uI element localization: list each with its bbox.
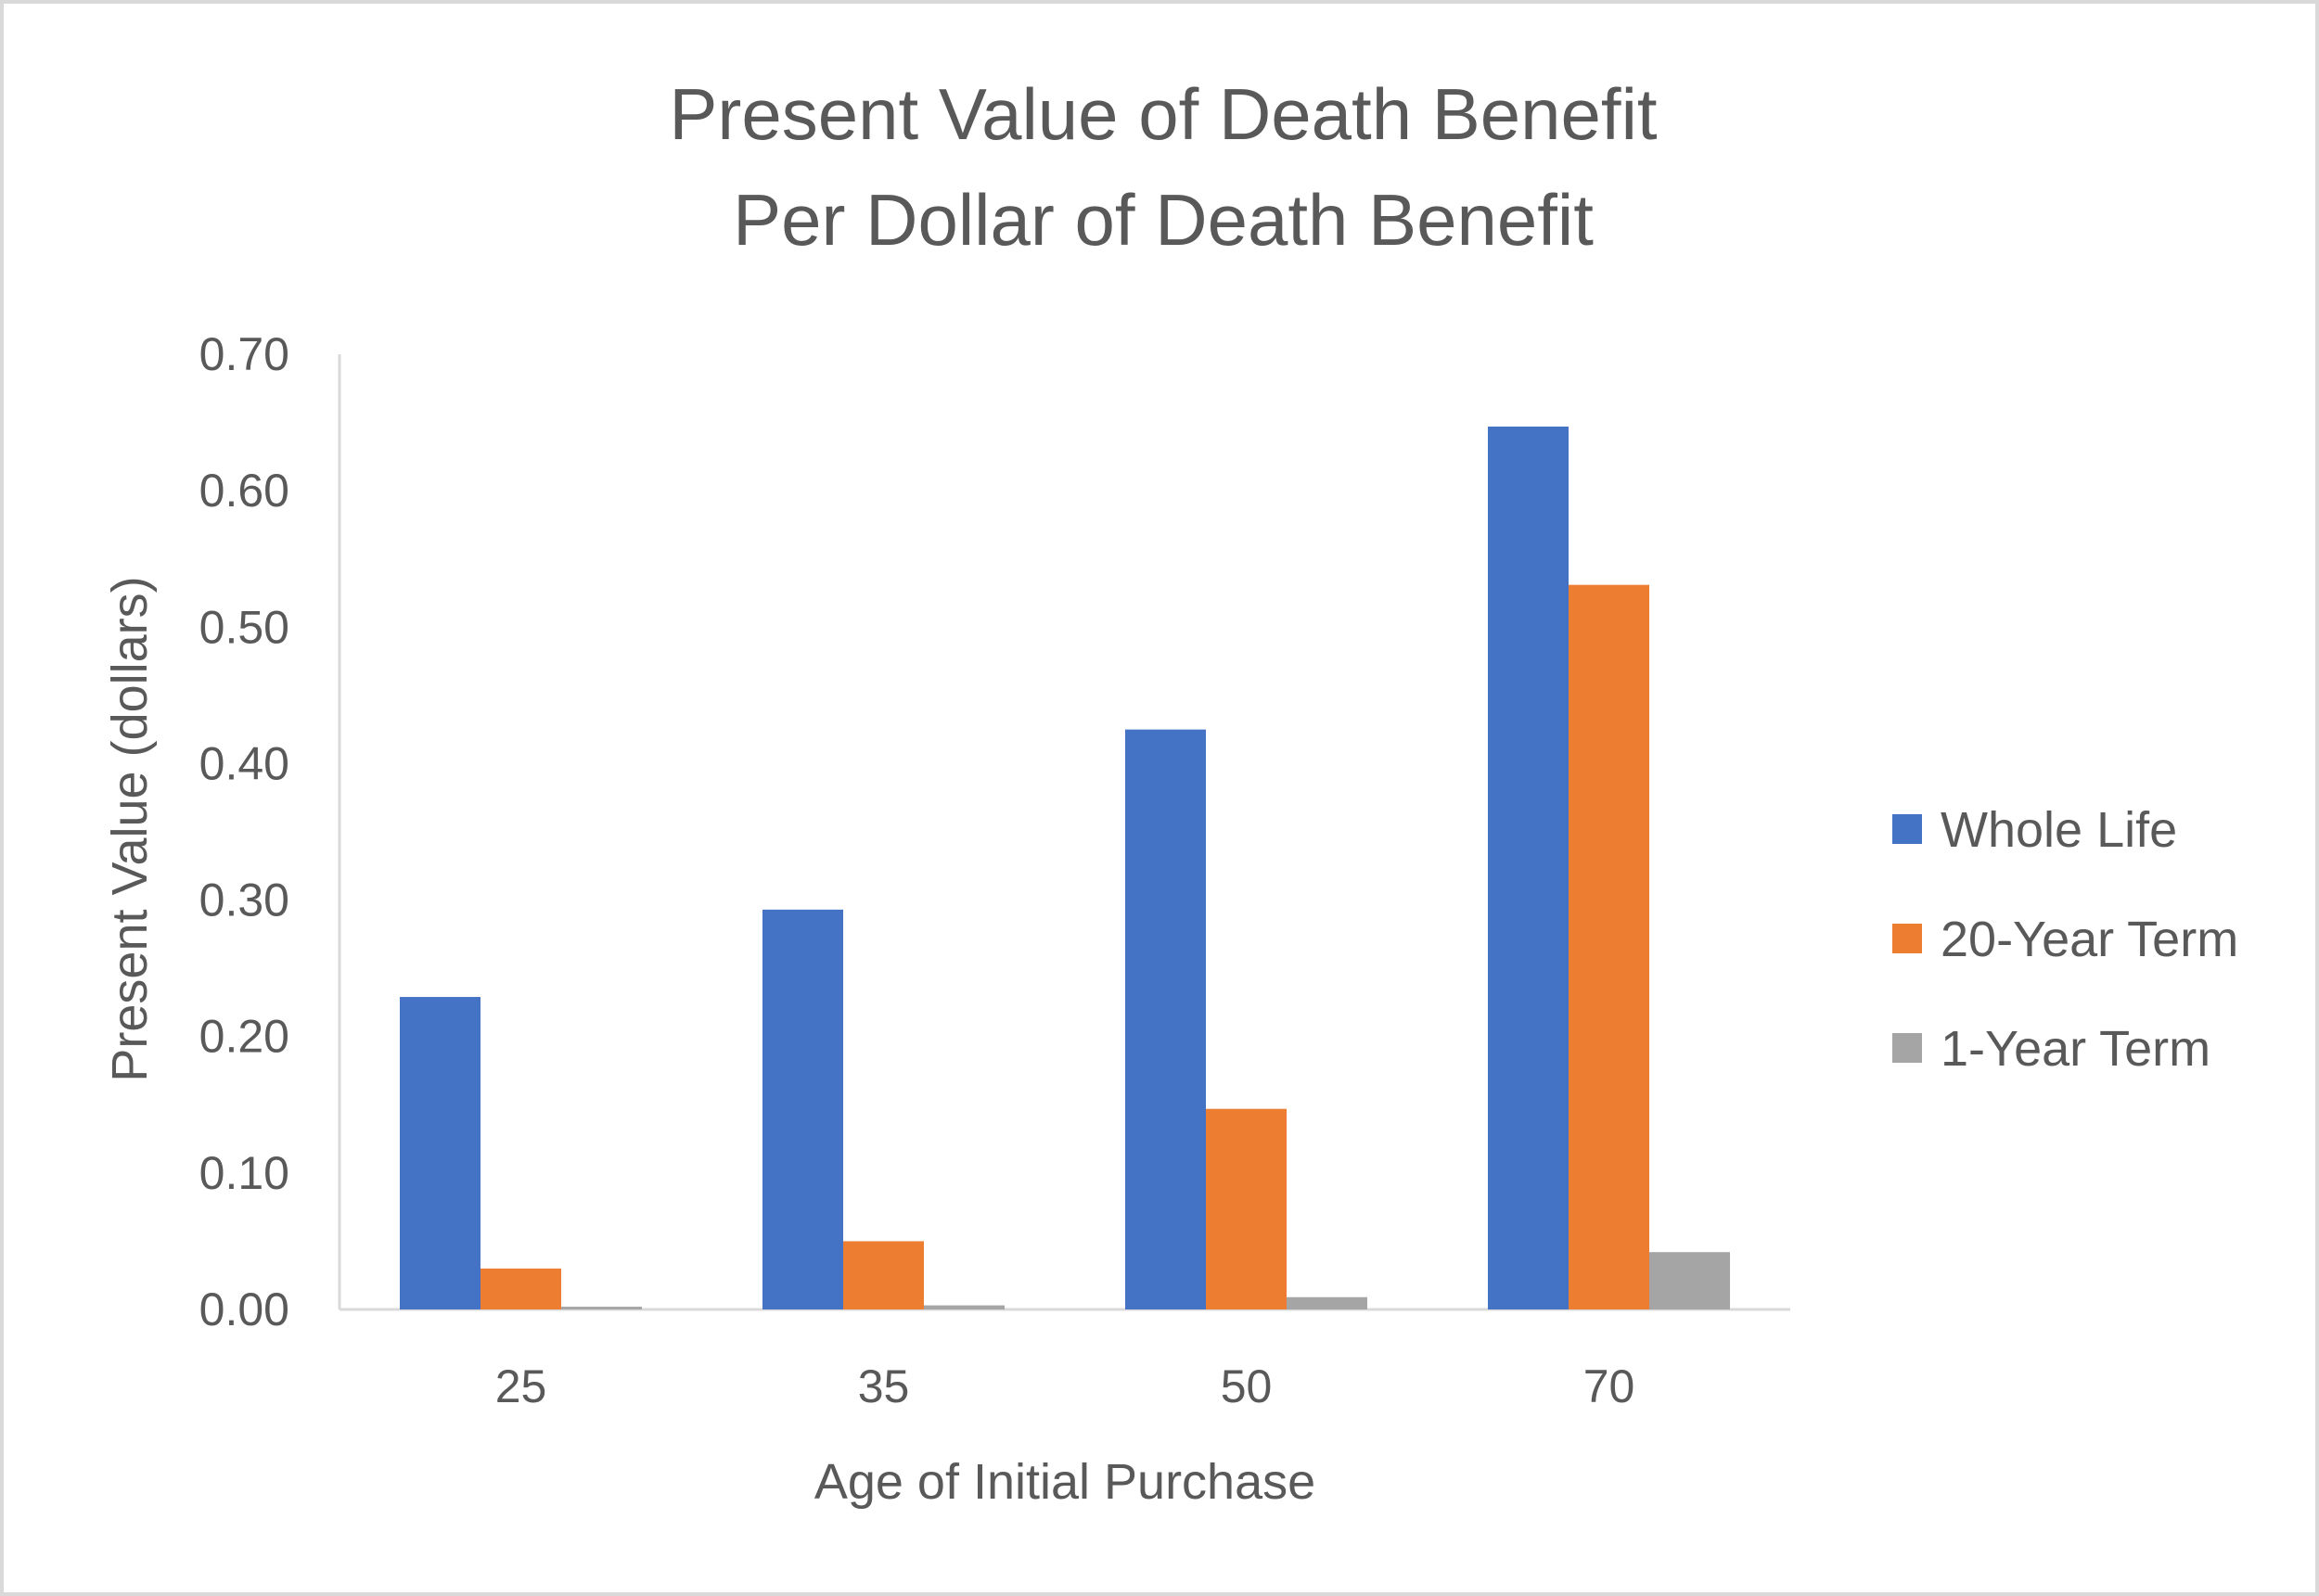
x-tick-label: 25 <box>495 1360 547 1412</box>
bar-1-year-term-25 <box>561 1307 642 1309</box>
legend-swatch <box>1892 1033 1922 1063</box>
y-tick-label: 0.00 <box>199 1283 289 1335</box>
bar-20-year-term-25 <box>480 1268 561 1309</box>
bar-whole-life-50 <box>1125 729 1206 1309</box>
y-tick-label: 0.20 <box>199 1011 289 1063</box>
bar-20-year-term-70 <box>1569 584 1649 1309</box>
bar-chart: Present Value of Death Benefit Per Dolla… <box>102 73 2238 1510</box>
x-axis: 25 35 50 70 <box>340 1308 1790 1412</box>
y-tick-label: 0.10 <box>199 1147 289 1199</box>
legend-label: Whole Life <box>1941 802 2177 858</box>
y-tick-label: 0.40 <box>199 737 289 789</box>
bar-20-year-term-50 <box>1206 1108 1287 1309</box>
bar-1-year-term-35 <box>924 1305 1005 1309</box>
legend-swatch <box>1892 924 1922 953</box>
y-axis: 0.00 0.10 0.20 0.30 0.40 0.50 0.60 0.70 <box>199 328 341 1335</box>
x-axis-title: Age of Initial Purchase <box>814 1454 1315 1510</box>
x-tick-label: 35 <box>858 1360 910 1412</box>
y-tick-label: 0.60 <box>199 465 289 517</box>
legend-label: 20-Year Term <box>1941 912 2238 967</box>
y-axis-title: Present Value (dollars) <box>102 576 158 1081</box>
legend-swatch <box>1892 814 1922 844</box>
legend-label: 1-Year Term <box>1941 1021 2210 1077</box>
y-tick-label: 0.30 <box>199 875 289 926</box>
bar-1-year-term-50 <box>1287 1296 1367 1309</box>
bar-20-year-term-35 <box>843 1241 924 1309</box>
chart-title-line-1: Present Value of Death Benefit <box>669 73 1658 155</box>
y-tick-label: 0.70 <box>199 328 289 380</box>
legend: Whole Life 20-Year Term 1-Year Term <box>1892 802 2238 1077</box>
bar-whole-life-70 <box>1488 426 1569 1309</box>
chart-title-line-2: Per Dollar of Death Benefit <box>733 179 1594 261</box>
bar-whole-life-25 <box>400 997 480 1309</box>
x-tick-label: 70 <box>1583 1360 1635 1412</box>
bars <box>400 426 1730 1309</box>
bar-whole-life-35 <box>762 909 843 1309</box>
y-tick-label: 0.50 <box>199 601 289 653</box>
bar-1-year-term-70 <box>1649 1252 1730 1309</box>
x-tick-label: 50 <box>1221 1360 1273 1412</box>
chart-title: Present Value of Death Benefit Per Dolla… <box>669 73 1658 261</box>
